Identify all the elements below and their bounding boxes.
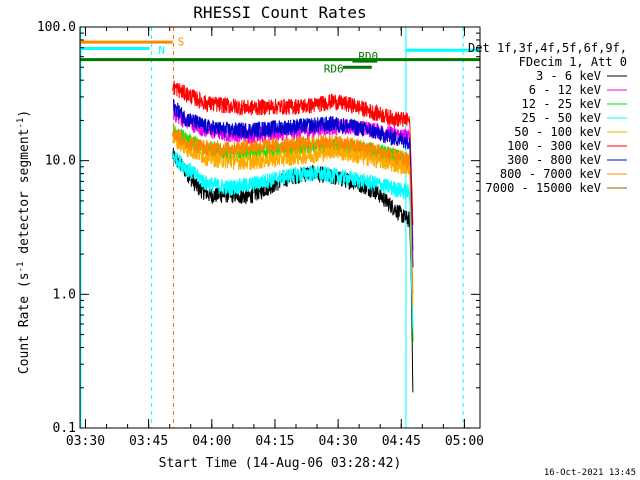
plot-frame — [79, 26, 481, 429]
y-axis-label-sup1: -1 — [16, 262, 26, 273]
y-axis-ticks: 100.0 10.0 1.0 0.1 — [37, 20, 480, 436]
event-bar-label: RD6 — [324, 62, 344, 75]
legend-entry-label: 300 - 800 keV — [507, 153, 601, 167]
y-axis-label: Count Rate (s-1 detector segment-1) — [16, 110, 32, 374]
x-tick-label: 04:00 — [192, 434, 231, 449]
legend-entry-label: 3 - 6 keV — [536, 69, 601, 83]
x-tick-label: 03:30 — [66, 434, 105, 449]
y-axis-label-sup2: -1 — [16, 118, 26, 129]
generated-timestamp: 16-Oct-2021 13:45 — [544, 468, 636, 478]
legend-entry-label: 7000 - 15000 keV — [485, 181, 601, 195]
legend-entry-label: 6 - 12 keV — [529, 83, 601, 97]
legend-entry-label: 100 - 300 keV — [507, 139, 601, 153]
legend: Det 1f,3f,4f,5f,6f,9f, FDecim 1, Att 0 3… — [468, 41, 627, 195]
y-axis-label-main: Count Rate (s — [17, 272, 32, 374]
legend-entry-label: 800 - 7000 keV — [500, 167, 601, 181]
x-tick-label: 04:15 — [255, 434, 294, 449]
y-tick-label: 100.0 — [37, 20, 76, 35]
x-axis-ticks: 03:30 03:45 04:00 04:15 04:30 04:45 05:00 — [66, 27, 484, 449]
x-tick-label: 05:00 — [445, 434, 484, 449]
vertical-markers — [80, 27, 464, 428]
event-bar-label: S — [178, 35, 185, 48]
legend-header-line2: FDecim 1, Att 0 — [519, 55, 627, 69]
legend-entry-label: 12 - 25 keV — [522, 97, 601, 111]
legend-entry-label: 50 - 100 keV — [514, 125, 601, 139]
legend-header-line1: Det 1f,3f,4f,5f,6f,9f, — [468, 41, 627, 55]
event-bars: SN RD0 RD6 — [80, 35, 480, 75]
series-line — [172, 148, 414, 330]
x-tick-label: 04:45 — [382, 434, 421, 449]
y-tick-label: 10.0 — [45, 154, 76, 169]
series-line — [172, 80, 414, 225]
y-axis-label-mid: detector segment — [17, 129, 32, 262]
y-tick-label: 1.0 — [53, 287, 76, 302]
chart-title: RHESSI Count Rates — [193, 3, 366, 22]
event-bar-label: RD0 — [358, 50, 378, 63]
series-line — [172, 132, 414, 307]
event-bar-label: N — [158, 44, 165, 57]
y-tick-label: 0.1 — [53, 421, 76, 436]
series-line — [173, 99, 414, 268]
y-axis-label-end: ) — [17, 110, 32, 118]
series-lines — [172, 80, 414, 393]
series-line — [172, 125, 414, 294]
x-tick-label: 04:30 — [319, 434, 358, 449]
legend-entry-label: 25 - 50 keV — [522, 111, 601, 125]
x-tick-label: 03:45 — [129, 434, 168, 449]
x-axis-label: Start Time (14-Aug-06 03:28:42) — [159, 456, 402, 471]
